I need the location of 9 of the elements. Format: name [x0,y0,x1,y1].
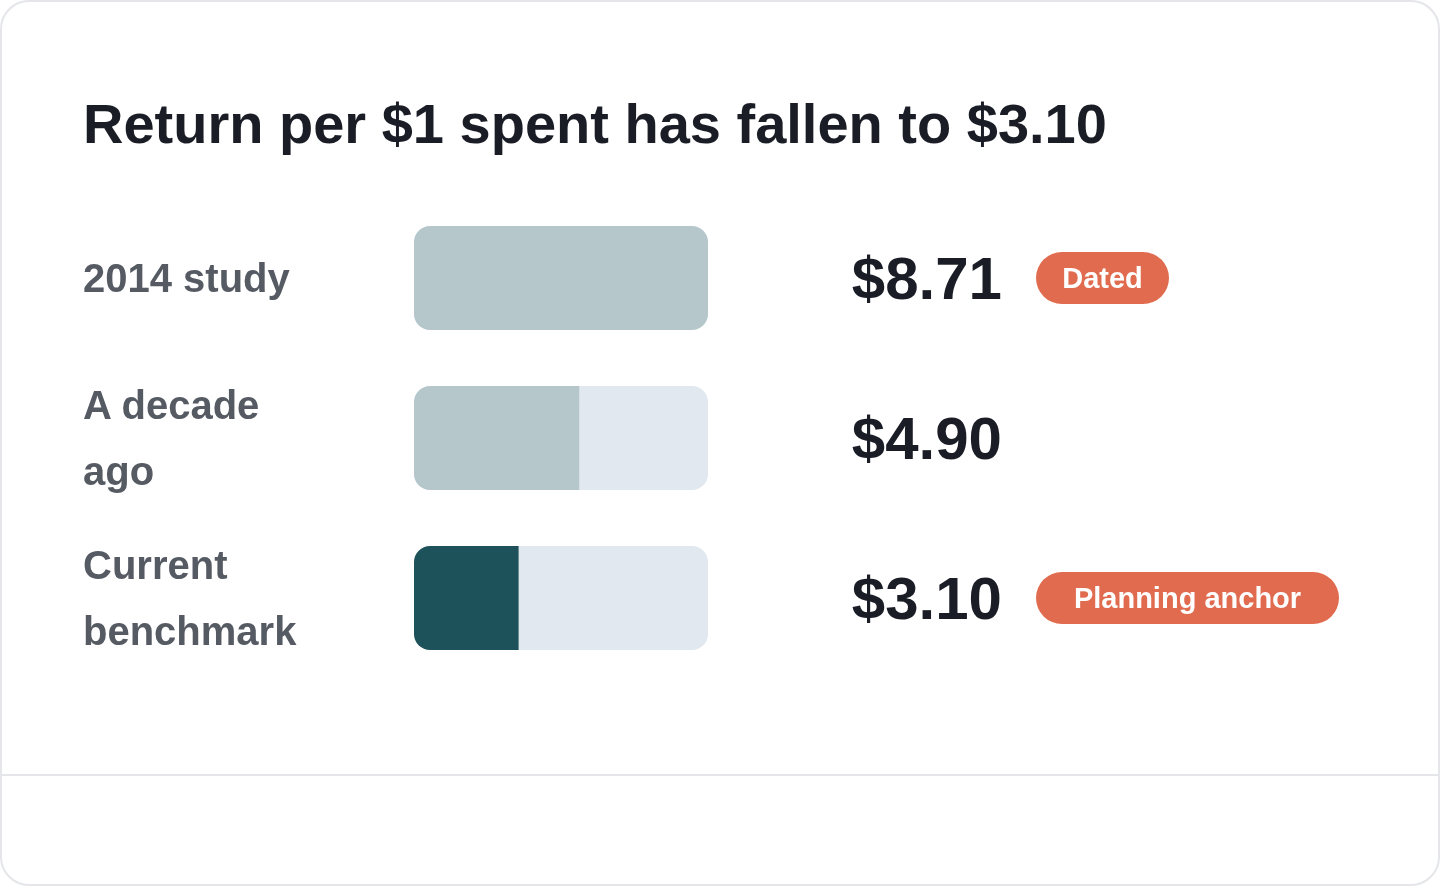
text: Dated [1062,262,1143,294]
data-label: $4.90 [851,405,1002,472]
y-tick-label: A decade ago [83,383,260,493]
chart-title: Return per $1 spent has fallen to $3.10 [83,92,1107,155]
y-tick-label: 2014 study [83,256,291,300]
data-label: $8.71 [851,245,1002,312]
text: Planning anchor [1073,582,1302,614]
data-label: $3.10 [851,565,1002,632]
y-tick-label: Current benchmark [83,543,298,653]
